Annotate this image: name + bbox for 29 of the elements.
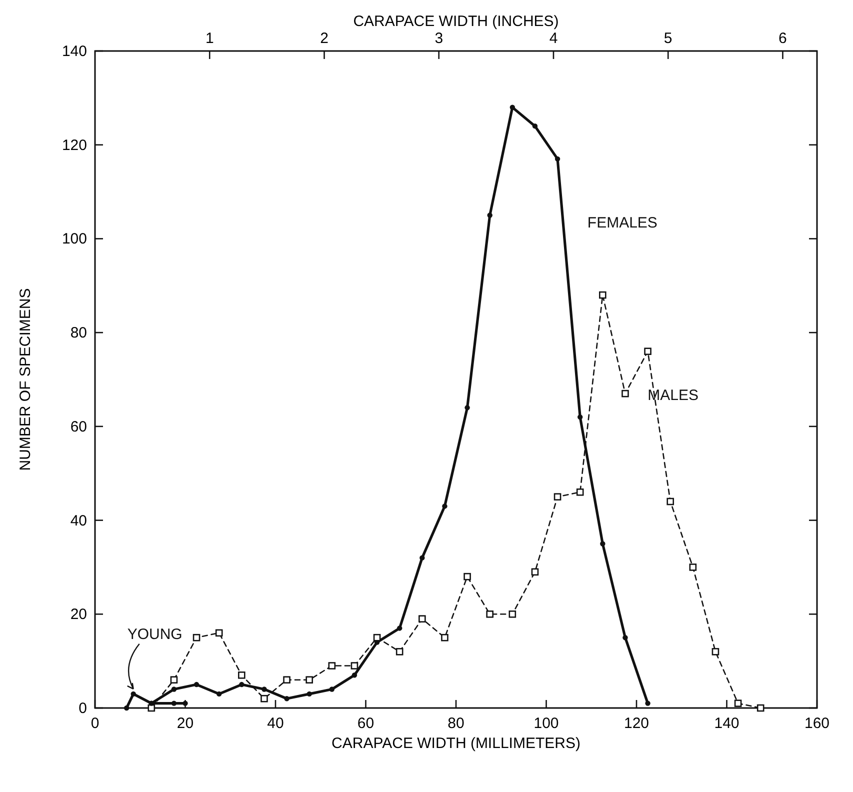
x-tick-label: 80	[448, 715, 464, 732]
x2-tick-label: 6	[778, 30, 787, 47]
x2-axis-title: CARAPACE WIDTH (INCHES)	[353, 13, 559, 30]
series-label: MALES	[648, 387, 699, 404]
y-axis-title: NUMBER OF SPECIMENS	[17, 288, 34, 471]
x-tick-label: 100	[534, 715, 559, 732]
x-tick-label: 0	[90, 715, 100, 732]
x-axis-title: CARAPACE WIDTH (MILLIMETERS)	[332, 735, 580, 752]
x2-tick-label: 2	[320, 30, 328, 47]
x2-tick-label: 1	[205, 30, 214, 47]
x2-tick-label: 4	[549, 30, 558, 47]
y-tick-label: 20	[70, 606, 87, 624]
x2-tick-label: 5	[664, 30, 672, 47]
text: YOUNG	[127, 626, 182, 643]
x-tick-label: 160	[804, 715, 830, 732]
y-tick-label: 0	[78, 700, 87, 717]
y-tick-label: 80	[70, 324, 87, 342]
y-tick-label: 60	[70, 418, 87, 436]
y-tick-label: 140	[62, 43, 87, 60]
y-tick-label: 100	[62, 230, 87, 248]
x-tick-label: 60	[357, 715, 374, 732]
x2-tick-label: 3	[434, 30, 444, 47]
x-tick-label: 120	[624, 715, 650, 732]
y-tick-label: 120	[62, 136, 87, 154]
x-tick-label: 140	[714, 715, 740, 732]
x-tick-label: 20	[176, 715, 194, 732]
x-tick-label: 40	[267, 715, 284, 732]
y-tick-label: 40	[70, 512, 87, 530]
series-label: FEMALES	[587, 214, 658, 232]
